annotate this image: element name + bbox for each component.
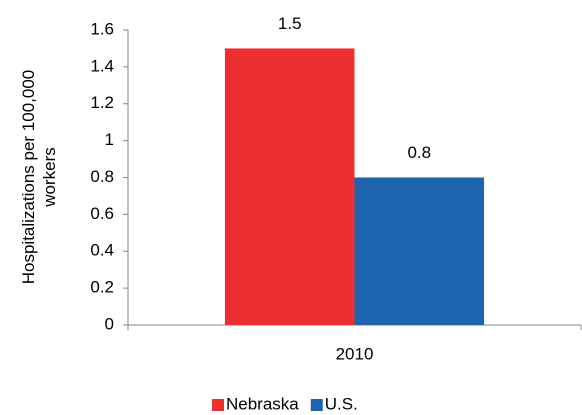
- y-tick-label: 0: [105, 314, 114, 333]
- y-tick-label: 0.6: [90, 204, 114, 223]
- data-label: 0.8: [407, 143, 431, 162]
- y-axis-label: Hospitalizations per 100,000 workers: [19, 69, 59, 285]
- y-tick-label: 0.4: [90, 241, 114, 260]
- data-label: 1.5: [278, 14, 302, 33]
- y-tick-label: 0.8: [90, 167, 114, 186]
- y-tick-label: 1.4: [90, 56, 114, 75]
- bar: [224, 48, 355, 325]
- y-tick-label: 1: [105, 130, 114, 149]
- x-tick-label: 2010: [336, 344, 374, 363]
- legend-label: U.S.: [325, 394, 358, 413]
- legend-label: Nebraska: [226, 394, 299, 413]
- bar: [354, 177, 485, 325]
- y-tick-label: 0.2: [90, 278, 114, 297]
- y-tick-label: 1.6: [90, 19, 114, 38]
- y-tick-label: 1.2: [90, 93, 114, 112]
- legend-swatch: [212, 399, 224, 411]
- legend-swatch: [310, 399, 323, 411]
